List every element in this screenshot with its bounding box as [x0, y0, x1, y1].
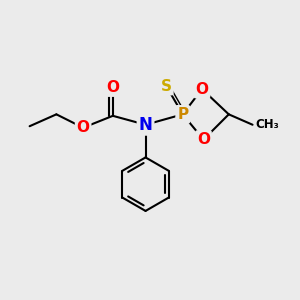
Text: CH₃: CH₃ — [256, 118, 279, 131]
Text: O: O — [196, 82, 208, 97]
Text: O: O — [106, 80, 119, 95]
Text: O: O — [197, 132, 210, 147]
Text: P: P — [177, 107, 188, 122]
Text: N: N — [139, 116, 152, 134]
Text: O: O — [76, 120, 90, 135]
Text: S: S — [161, 79, 172, 94]
